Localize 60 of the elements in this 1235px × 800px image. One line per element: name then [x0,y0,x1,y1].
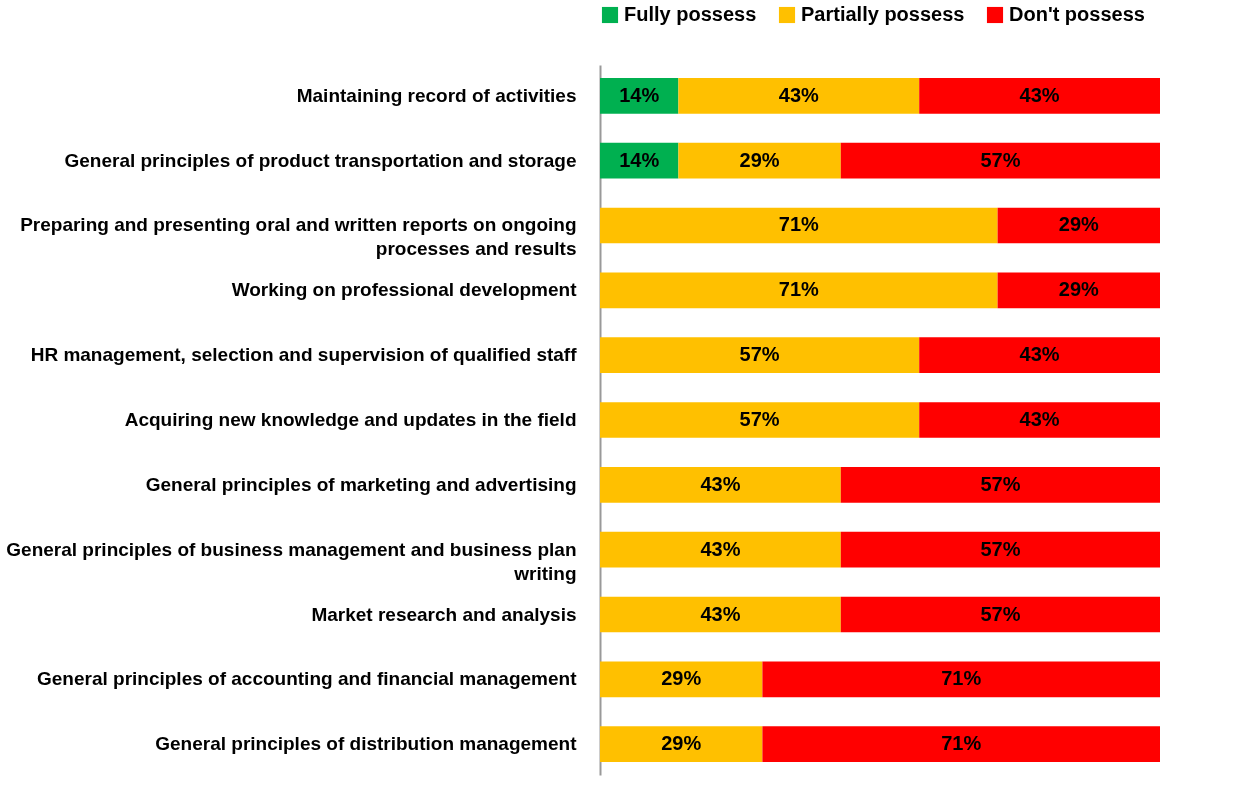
data-label: 57% [980,148,1021,171]
bar [600,661,763,698]
data-label: 43% [1019,343,1060,366]
bar [840,596,1160,633]
data-label: 29% [1058,213,1100,236]
y-tick-label: Preparing and presenting oral and written reports on ongoing processes and results [20,214,577,260]
bar [600,467,841,503]
legend-label: Don't possess [1009,3,1145,25]
y-tick-label: Acquiring new knowledge and updates in the field [124,409,577,430]
data-label: 43% [700,602,741,625]
bar [762,726,1160,763]
data-label: 71% [778,213,820,236]
y-tick-label: General principles of business management and business plan writing [6,538,577,584]
bar [678,142,841,179]
bar [840,531,1160,568]
bar [600,337,920,373]
data-label: 29% [739,148,780,171]
data-label: 57% [739,343,780,366]
data-label: 57% [739,408,780,430]
y-tick-label: Working on professional development [231,279,578,301]
data-label: 29% [661,667,702,690]
bar [678,77,920,114]
data-label: 14% [619,148,660,171]
bar [997,207,1160,244]
bar [600,596,841,633]
data-label: 43% [700,537,741,560]
data-label: 29% [661,732,702,755]
bar [840,142,1160,179]
data-label: 43% [778,83,820,106]
bar [600,402,920,438]
data-label: 57% [980,602,1021,625]
bar [919,77,1160,114]
bar [600,531,841,568]
data-label: 71% [778,278,820,301]
data-label: 43% [1019,408,1060,430]
legend-label: Fully possess [624,3,757,25]
data-label: 29% [1058,278,1100,301]
y-tick-label: Market research and analysis [311,603,577,625]
data-label: 43% [700,472,741,495]
y-tick-label: General principles of marketing and advertising [145,473,577,495]
data-label: 57% [980,537,1021,560]
bar [840,467,1160,503]
y-tick-label: General principles of product transportation and storage [64,149,577,171]
y-tick-label: Maintaining record of activities [296,84,577,106]
y-tick-label: General principles of distribution management [155,733,578,755]
data-label: 71% [941,732,982,755]
y-tick-label: General principles of accounting and financial management [36,668,578,690]
data-label: 71% [941,667,982,690]
bar [997,272,1160,309]
bar [600,272,998,309]
bar [600,726,763,763]
bar [762,661,1160,698]
data-label: 14% [619,83,660,106]
data-label: 57% [980,472,1021,495]
data-label: 43% [1019,83,1060,106]
bar [919,337,1160,373]
y-tick-label: HR management, selection and supervision of qualified staff [30,344,578,366]
legend-label: Partially possess [801,3,965,25]
bar [600,207,998,244]
bar [919,402,1160,438]
